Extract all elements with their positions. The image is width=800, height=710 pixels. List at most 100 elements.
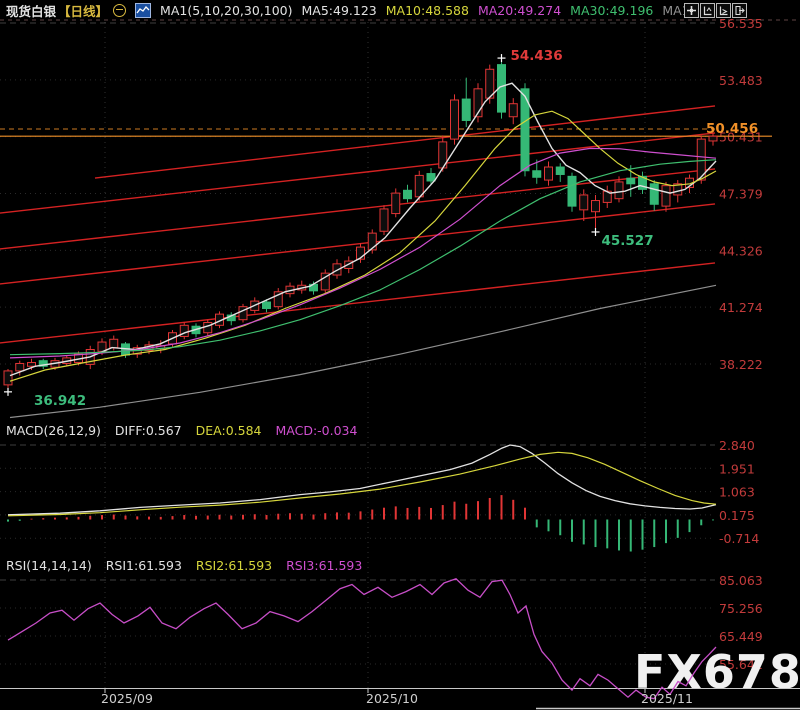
candle[interactable] [567, 175, 577, 207]
ma20-value: MA20:49.274 [477, 2, 562, 18]
macd-axis-label: 0.175 [719, 508, 755, 523]
price-axis-label: 41.274 [719, 300, 763, 315]
chart-toolbar [684, 3, 747, 18]
circle-minus-icon[interactable] [113, 3, 127, 17]
candle[interactable] [544, 166, 553, 181]
ma30-value: MA30:49.196 [570, 2, 654, 18]
macd-dea-value: DEA:0.584 [195, 423, 262, 438]
move-crosshair-icon[interactable] [684, 3, 699, 18]
ma-settings-label[interactable]: MA1(5,10,20,30,100) [160, 2, 293, 18]
rsi-axis-label: 55.641 [719, 657, 763, 672]
candle[interactable] [579, 194, 589, 211]
candle[interactable] [262, 301, 271, 310]
macd-axis-label: 2.840 [719, 438, 755, 453]
candle[interactable] [591, 200, 600, 213]
trend-channel-line[interactable] [0, 262, 716, 344]
date-axis-label[interactable]: 2025/10 [366, 691, 418, 706]
ma5-value: MA5:49.123 [301, 2, 377, 18]
candle[interactable] [626, 177, 636, 185]
ma10-value: MA10:48.588 [385, 2, 469, 18]
macd-macd-value: MACD:-0.034 [275, 423, 358, 438]
candle[interactable] [532, 170, 542, 178]
price-axis-label: 47.379 [719, 186, 763, 201]
candle[interactable] [273, 291, 283, 308]
candle[interactable] [356, 246, 365, 260]
exit-fullscreen-icon[interactable] [732, 3, 747, 18]
candle[interactable] [520, 88, 530, 172]
candle[interactable] [450, 99, 459, 140]
rsi-line [7, 578, 717, 700]
rsi-panel-header: RSI(14,14,14) RSI1:61.593 RSI2:61.593 RS… [6, 558, 372, 573]
macd-panel-header: MACD(26,12,9) DIFF:0.567 DEA:0.584 MACD:… [6, 423, 367, 438]
candle[interactable] [38, 360, 48, 367]
candle[interactable] [332, 263, 342, 276]
candle[interactable] [638, 175, 647, 190]
candle[interactable] [179, 324, 189, 337]
date-axis-label[interactable]: 2025/11 [641, 691, 693, 706]
rsi-axis-label: 75.256 [719, 601, 763, 616]
rsi-axis-label: 65.449 [719, 629, 763, 644]
ma-line-ma30 [9, 159, 717, 356]
rsi-name-label[interactable]: RSI(14,14,14) [6, 558, 92, 573]
candle[interactable] [3, 370, 13, 386]
price-axis-label: 53.483 [719, 73, 763, 88]
axis-zoom-in-icon[interactable] [700, 3, 715, 18]
candle[interactable] [27, 362, 36, 367]
candle[interactable] [391, 192, 401, 215]
trend-channel-line[interactable] [0, 168, 716, 250]
rsi1-value: RSI1:61.593 [105, 558, 182, 573]
top-bar: 现货白银 【日线】 MA1(5,10,20,30,100) MA5:49.123… [0, 0, 800, 20]
ma-line-ma20 [9, 147, 717, 359]
trend-channel-line[interactable] [94, 105, 716, 179]
candle[interactable] [614, 181, 624, 200]
rsi3-value: RSI3:61.593 [286, 558, 363, 573]
candle[interactable] [238, 306, 248, 321]
symbol-title: 现货白银 [6, 3, 57, 19]
macd-diff-value: DIFF:0.567 [114, 423, 182, 438]
watermark: FX678 [634, 645, 800, 699]
candle[interactable] [379, 208, 389, 232]
ma-line-ma5 [9, 82, 717, 377]
macd-axis-label: 1.063 [719, 485, 755, 500]
candle[interactable] [109, 338, 119, 349]
candle[interactable] [508, 103, 518, 118]
candle[interactable] [555, 166, 565, 175]
candle[interactable] [649, 183, 659, 205]
macd-dea-line [7, 451, 717, 517]
macd-diff-line [7, 444, 717, 516]
candle[interactable] [696, 138, 706, 181]
rsi2-value: RSI2:61.593 [195, 558, 273, 573]
candle[interactable] [320, 272, 330, 291]
price-axis-label: 50.431 [719, 130, 763, 145]
high-annotation: 54.436 [511, 48, 563, 64]
macd-axis-label: 1.951 [719, 461, 755, 476]
trend-channel-line[interactable] [0, 132, 716, 214]
candle[interactable] [473, 88, 483, 118]
candle[interactable] [708, 135, 718, 142]
macd-name-label[interactable]: MACD(26,12,9) [6, 423, 101, 438]
period-label[interactable]: 【日线】 [58, 3, 109, 19]
ma-line-ma10 [9, 110, 717, 382]
candle[interactable] [15, 362, 25, 372]
candle[interactable] [426, 173, 436, 182]
axis-zoom-out-icon[interactable] [716, 3, 731, 18]
candle[interactable] [203, 322, 213, 334]
candle[interactable] [403, 189, 412, 200]
date-axis-label[interactable]: 2025/09 [101, 691, 153, 706]
low-annotation: 45.527 [602, 233, 654, 249]
candle[interactable] [497, 64, 506, 113]
price-axis-label: 38.222 [719, 357, 763, 372]
price-axis-label: 56.535 [719, 16, 763, 31]
candle[interactable] [673, 183, 683, 196]
macd-axis-label: -0.714 [719, 531, 759, 546]
low-annotation: 36.942 [34, 393, 86, 409]
ma-line-ma100 [9, 284, 717, 419]
candle[interactable] [367, 232, 377, 251]
price-axis-label: 44.326 [719, 243, 763, 258]
current-price-label: 50.456 [706, 121, 758, 137]
chart-type-icon[interactable] [135, 2, 152, 18]
candle[interactable] [661, 185, 671, 207]
candle[interactable] [461, 98, 471, 121]
rsi-axis-label: 85.063 [719, 573, 763, 588]
